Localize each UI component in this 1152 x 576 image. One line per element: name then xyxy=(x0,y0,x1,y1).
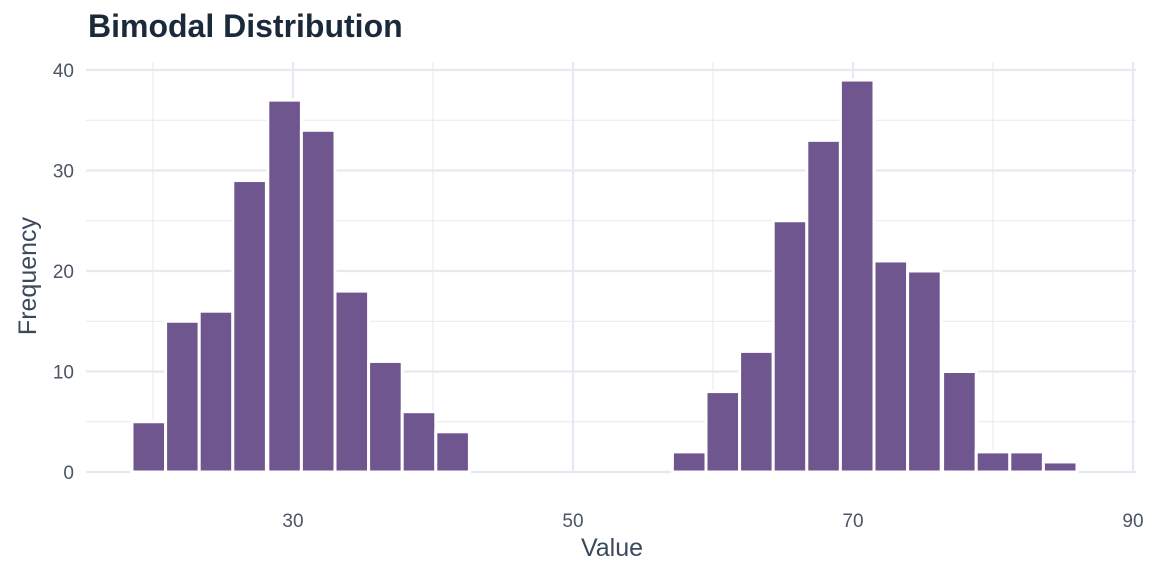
histogram-bar xyxy=(838,78,876,474)
y-tick-label: 20 xyxy=(53,262,74,283)
x-tick-label: 70 xyxy=(842,511,863,532)
chart-title: Bimodal Distribution xyxy=(88,8,403,44)
histogram-bar xyxy=(130,420,168,474)
y-axis-title: Frequency xyxy=(14,216,42,335)
y-tick-label: 30 xyxy=(53,162,74,183)
histogram-bar xyxy=(738,349,775,474)
x-tick-label: 90 xyxy=(1122,511,1143,532)
histogram-bar xyxy=(872,259,910,474)
x-axis-title: Value xyxy=(581,534,643,562)
histogram-bar xyxy=(704,390,742,474)
histogram-bar xyxy=(400,410,438,474)
y-tick-label: 40 xyxy=(53,61,74,82)
histogram-bar xyxy=(266,98,303,474)
histogram-bar xyxy=(231,179,268,474)
y-tick-label: 10 xyxy=(53,363,74,384)
histogram-bar xyxy=(164,319,201,474)
histogram-bar xyxy=(1008,450,1045,474)
histogram-bar xyxy=(670,450,708,474)
histogram-bar xyxy=(771,219,809,474)
histogram-bar xyxy=(906,269,943,474)
histogram-bar xyxy=(805,138,842,474)
histogram-bar xyxy=(1041,460,1079,474)
histogram-bar xyxy=(367,359,404,474)
histogram-bars xyxy=(130,78,1079,474)
histogram-bar xyxy=(197,309,235,474)
histogram-bar xyxy=(299,128,337,474)
histogram-bar xyxy=(434,430,471,474)
x-tick-label: 30 xyxy=(282,511,303,532)
histogram-bar xyxy=(333,289,371,474)
histogram-bar xyxy=(941,370,978,474)
y-tick-label: 0 xyxy=(63,463,74,484)
x-tick-label: 50 xyxy=(562,511,583,532)
histogram-bar xyxy=(974,450,1012,474)
tick-labels: 0 10 20 30 40 30 50 70 90 xyxy=(53,61,1144,532)
